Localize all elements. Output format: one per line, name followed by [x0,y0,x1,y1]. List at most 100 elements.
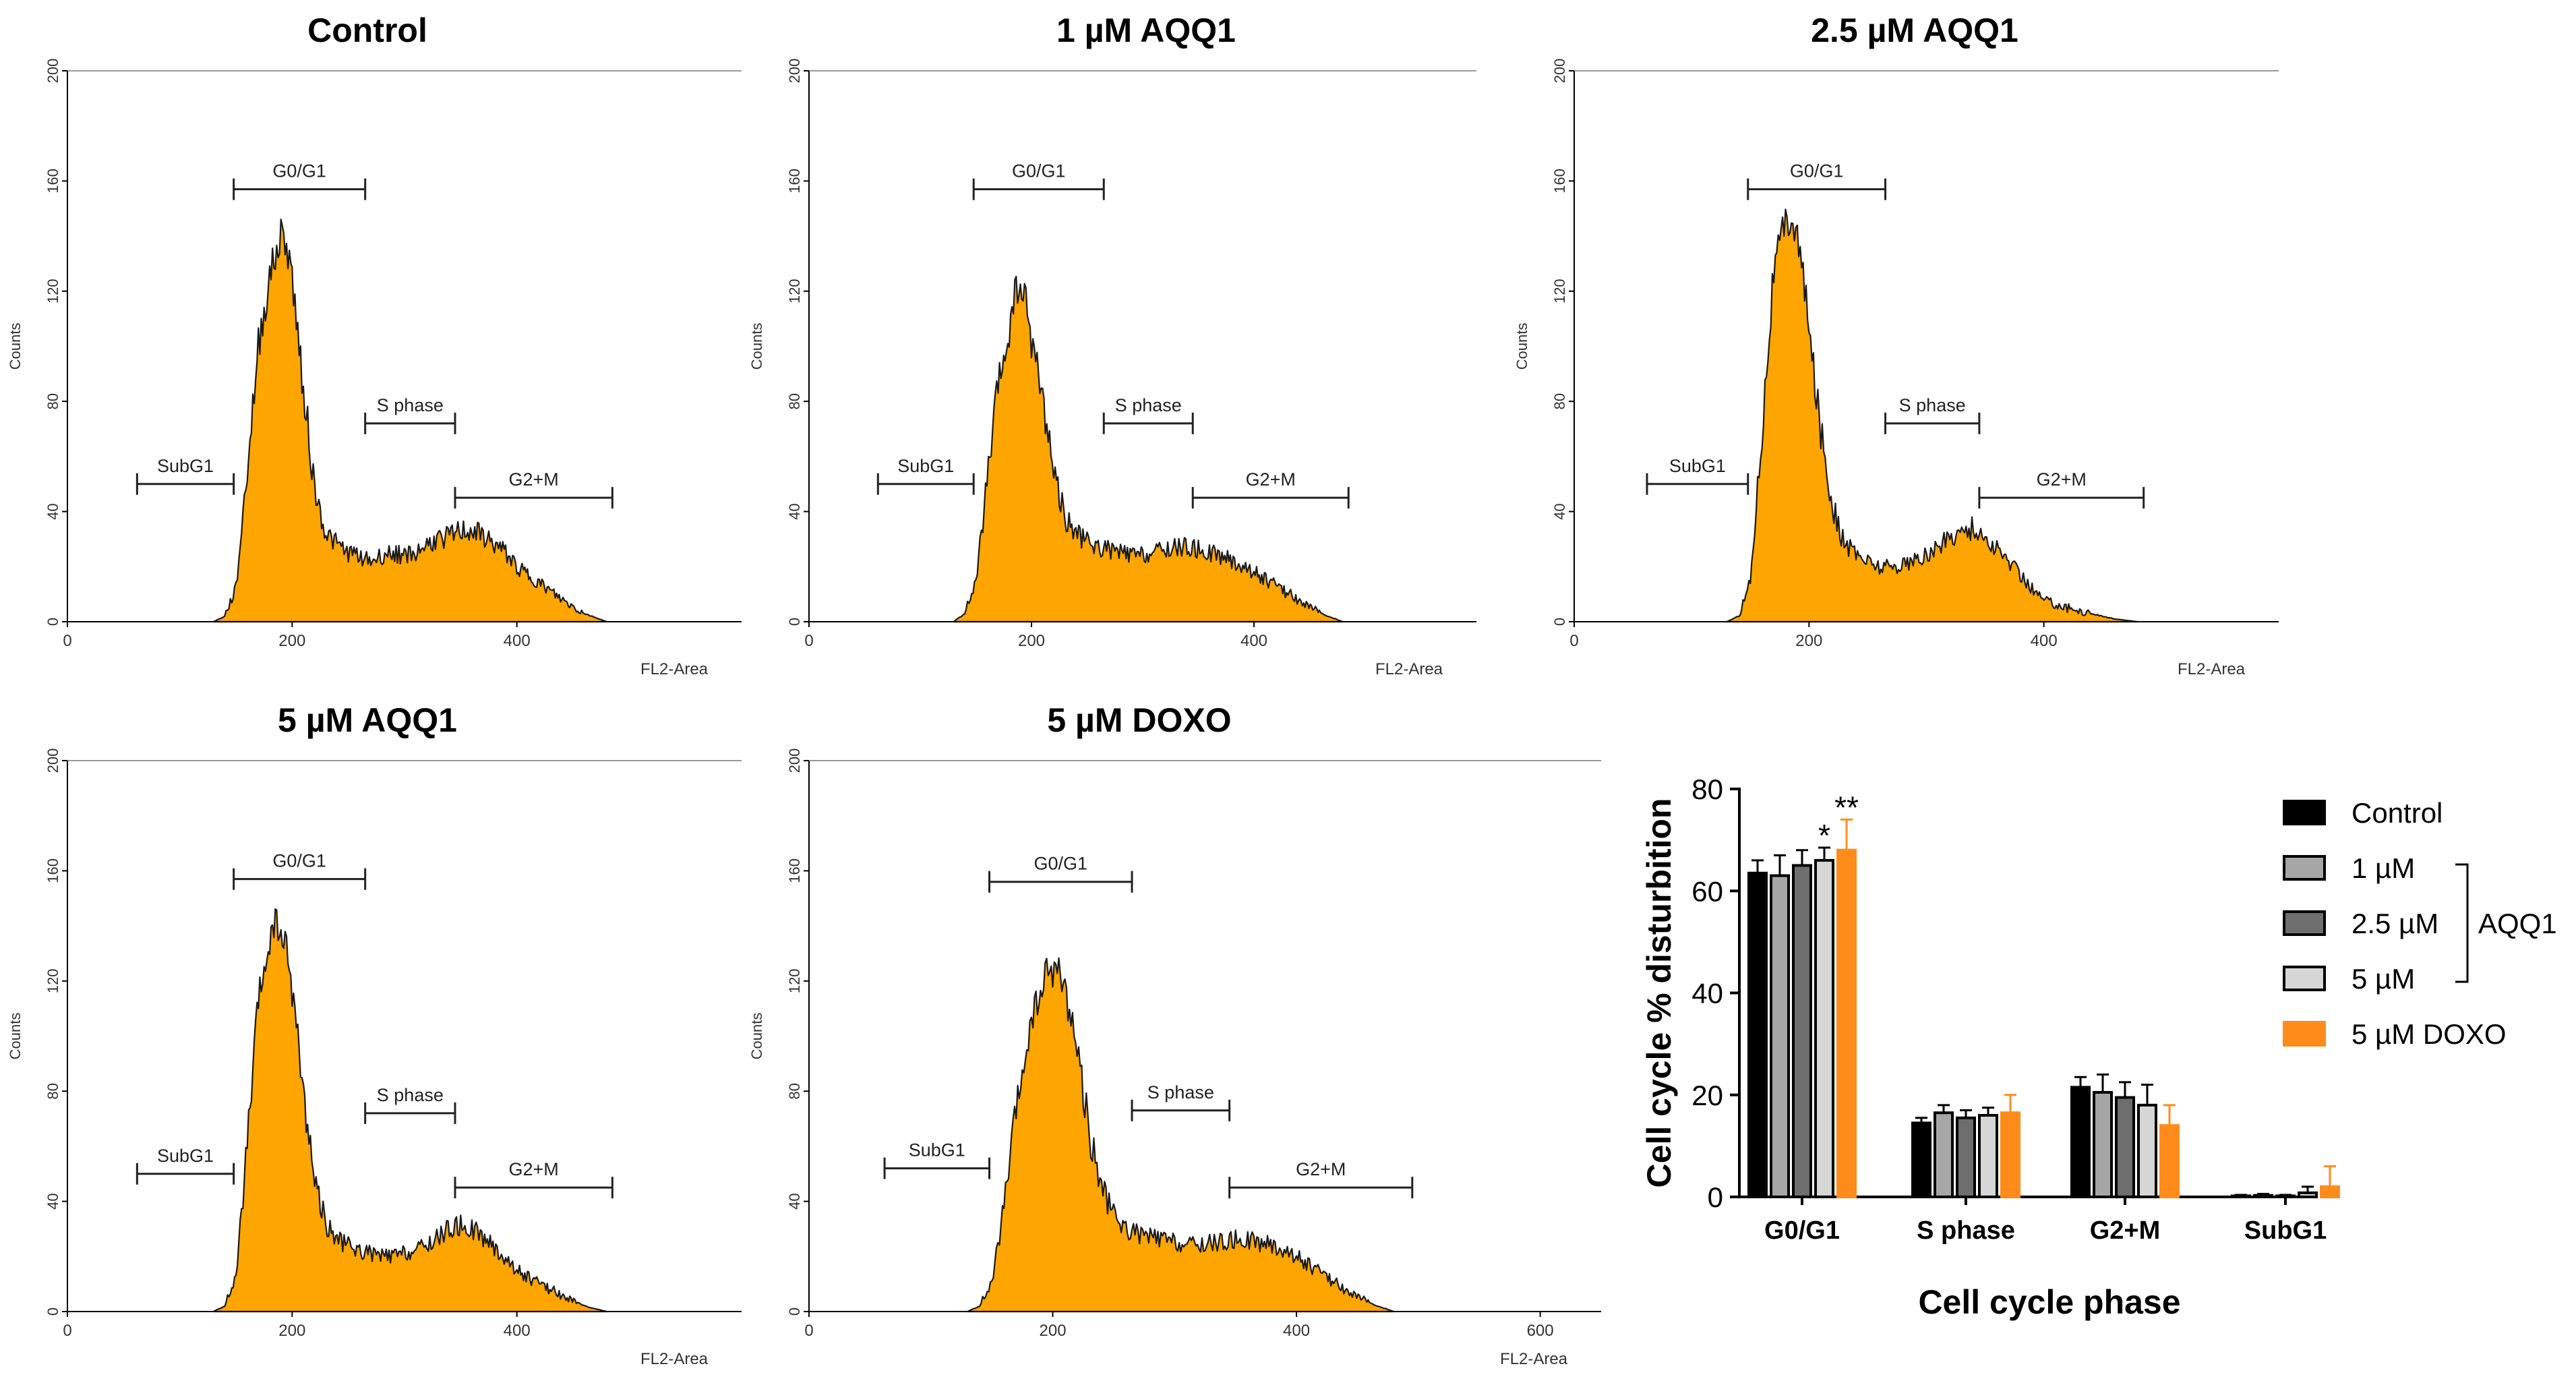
y-tick-label: 200 [786,748,803,773]
gate-subg1: SubG1 [876,456,975,495]
gate-g2-m: G2+M [454,469,613,509]
bar-category-label: G2+M [2090,1216,2161,1245]
gate-label: G0/G1 [1012,161,1066,181]
panel-title: 2.5 µM AQQ1 [1811,11,2018,49]
bar-x-axis-label: Cell cycle phase [1918,1283,2180,1321]
legend-label: 1 µM [2352,852,2415,884]
gate-label: S phase [1147,1082,1214,1103]
x-axis-label: FL2-Area [1375,660,1443,678]
y-tick-label: 40 [44,1193,61,1209]
histogram-panel-aqq1-2-5uM: 2.5 µM AQQ1 0 40 80 120 160 200 Counts 0 200 400 FL… [1514,11,2279,678]
y-tick-label: 120 [786,968,803,993]
legend-swatch [2283,855,2326,881]
histogram-area [212,908,608,1313]
x-tick-label: 400 [1240,632,1267,650]
gate-subg1: SubG1 [883,1140,991,1179]
x-axis-label: FL2-Area [640,660,709,678]
y-axis-label: Counts [7,323,24,370]
histogram-panel-doxo-5uM: 5 µM DOXO 0 40 80 120 160 200 Counts 0 200 400 600 F… [748,701,1601,1368]
histogram-area [212,218,608,623]
gate-subg1: SubG1 [1646,456,1749,495]
bar [1836,848,1857,1198]
significance-mark: ** [1834,790,1859,825]
gate-label: G2+M [509,469,559,490]
y-tick-label: 200 [44,748,61,773]
legend-label: 5 µM DOXO [2352,1018,2507,1050]
x-tick-label: 0 [1569,632,1578,650]
gate-s-phase: S phase [1102,395,1194,434]
y-tick-label: 40 [786,1193,803,1209]
gate-g0-g1: G0/G1 [1747,161,1887,200]
y-tick-label: 80 [44,393,61,409]
y-tick-label: 40 [44,503,61,519]
bar [1911,1121,1931,1198]
histogram-area [966,957,1395,1313]
gate-label: G0/G1 [1034,854,1088,874]
bar [1934,1111,1954,1198]
x-tick-label: 400 [504,632,531,650]
bar [2000,1111,2020,1198]
gate-s-phase: S phase [364,395,456,434]
significance-mark: * [1818,818,1830,853]
legend-group-label: AQQ1 [2478,908,2557,939]
y-tick-label: 160 [786,858,803,883]
bar [1956,1116,1976,1198]
bar [2115,1096,2135,1198]
gate-label: S phase [377,1085,444,1105]
bar-category-label: S phase [1917,1216,2015,1245]
gate-label: S phase [1115,395,1182,415]
y-axis-label: Counts [1514,323,1530,370]
y-tick-label: 160 [44,858,61,883]
gate-label: S phase [377,395,444,415]
bar-category-label: G0/G1 [1764,1216,1840,1245]
bar [1792,864,1812,1198]
y-axis-label: Counts [7,1013,24,1060]
bar-y-tick-label: 40 [1691,978,1723,1009]
gate-label: G0/G1 [1790,161,1844,181]
x-tick-label: 200 [1795,632,1822,650]
y-tick-label: 0 [1551,618,1568,626]
bar [1978,1114,1998,1198]
y-tick-label: 0 [786,618,803,626]
y-axis-label: Counts [748,1013,765,1060]
gate-subg1: SubG1 [136,456,235,495]
bar [2137,1103,2157,1198]
gate-label: G2+M [1246,469,1296,490]
legend-label: 2.5 µM [2352,908,2438,939]
x-tick-label: 0 [804,1322,813,1340]
bar [2070,1086,2091,1198]
bar [2231,1194,2251,1199]
gate-g2-m: G2+M [1228,1159,1414,1199]
gate-s-phase: S phase [1131,1082,1231,1121]
y-tick-label: 200 [1551,59,1568,84]
legend-label: Control [2352,797,2443,829]
gate-s-phase: S phase [364,1085,456,1124]
y-tick-label: 120 [44,278,61,303]
panel-title: 5 µM DOXO [1047,701,1231,739]
y-tick-label: 160 [786,169,803,194]
x-tick-label: 0 [63,632,71,650]
gate-label: SubG1 [897,456,954,476]
x-axis-label: FL2-Area [1500,1350,1568,1368]
gate-subg1: SubG1 [136,1146,235,1185]
y-tick-label: 0 [786,1307,803,1316]
x-tick-label: 400 [2031,632,2058,650]
y-axis-label: Counts [748,323,765,370]
bar-y-tick-label: 60 [1691,875,1723,907]
bar-y-tick-label: 0 [1708,1181,1723,1213]
bar [2320,1185,2340,1198]
y-tick-label: 80 [1551,393,1568,409]
bar [2275,1194,2296,1199]
panel-title: 1 µM AQQ1 [1056,11,1236,49]
histogram-panel-aqq1-5uM: 5 µM AQQ1 0 40 80 120 160 200 Counts 0 200 400 FL2-… [7,701,742,1368]
bar-y-tick-label: 80 [1691,773,1723,805]
legend-bracket [2455,863,2469,983]
panel-title: Control [307,11,427,49]
legend-swatch [2283,800,2326,825]
gate-g0-g1: G0/G1 [233,161,367,200]
gate-label: SubG1 [157,456,214,476]
x-tick-label: 200 [278,632,305,650]
histogram-panel-control: Control 0 40 80 120 160 200 Counts 0 200 400 FL2-Ar… [7,11,742,678]
summary-bar-chart: 0 20 40 60 80 Cell cycle % disturbition Cell c… [1640,773,2557,1321]
